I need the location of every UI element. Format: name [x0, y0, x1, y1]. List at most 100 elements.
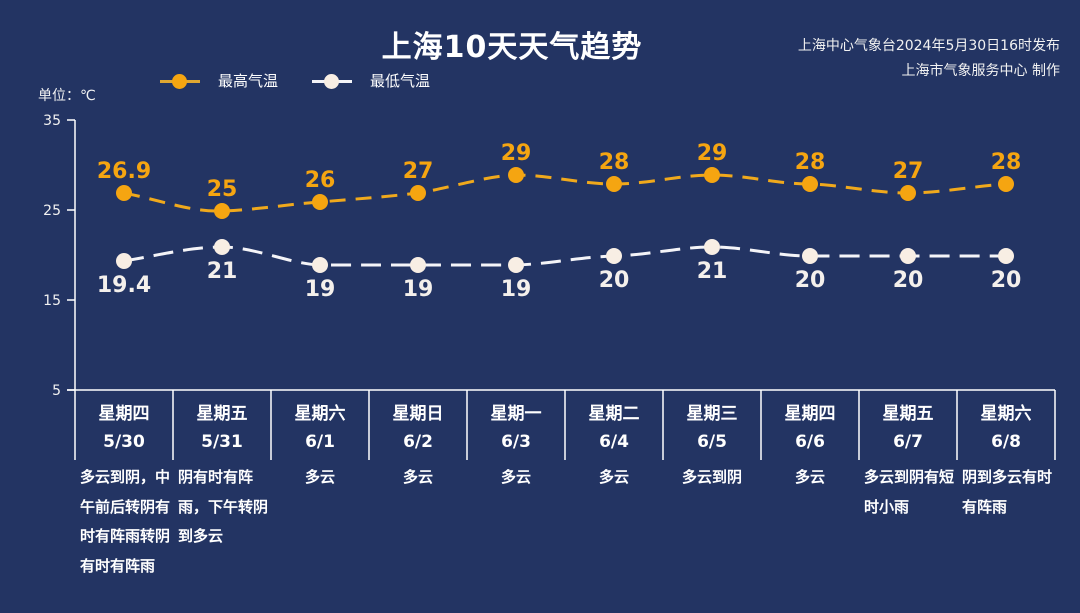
weekday-label: 星期一: [490, 404, 542, 424]
high-marker[interactable]: [410, 185, 426, 201]
high-value-label: 27: [403, 159, 434, 184]
y-tick-labels: 35 25 15 5: [43, 113, 61, 399]
high-marker[interactable]: [900, 185, 916, 201]
legend-item-low[interactable]: 最低气温: [312, 70, 430, 91]
high-value-label: 29: [697, 141, 728, 166]
high-value-label: 27: [893, 159, 924, 184]
day-cell: 星期二 6/4: [565, 392, 663, 460]
date-label: 6/8: [991, 432, 1021, 452]
low-marker[interactable]: [508, 257, 524, 273]
low-value-label: 19.4: [97, 273, 151, 298]
low-value-label: 20: [991, 268, 1022, 293]
low-marker[interactable]: [998, 248, 1014, 264]
day-cell: 星期四 5/30: [75, 392, 173, 460]
low-marker[interactable]: [214, 239, 230, 255]
low-temp-markers: [116, 239, 1014, 273]
weekday-label: 星期日: [392, 404, 444, 424]
chart-title: 上海10天天气趋势: [381, 30, 643, 65]
low-marker[interactable]: [606, 248, 622, 264]
legend-item-high[interactable]: 最高气温: [160, 70, 278, 91]
weather-description: 多云到阴: [681, 468, 742, 486]
legend-label-high: 最高气温: [218, 72, 279, 90]
publisher-credit: 上海中心气象台2024年5月30日16时发布: [797, 38, 1060, 54]
unit-label: 单位：℃: [38, 88, 96, 104]
high-temp-labels: 26.9 25 26 27 29 28 29 28 27 28: [97, 141, 1021, 202]
day-cell: 星期三 6/5: [663, 392, 761, 460]
y-tick-35: 35: [43, 113, 61, 129]
y-axis: [67, 119, 1056, 460]
day-cell: 星期一 6/3: [467, 392, 565, 460]
date-label: 6/3: [501, 432, 531, 452]
low-line-marker-icon: [312, 73, 353, 89]
date-label: 5/31: [201, 432, 243, 452]
weekday-label: 星期三: [686, 404, 738, 424]
weekday-label: 星期五: [882, 404, 934, 424]
date-label: 6/6: [795, 432, 825, 452]
low-marker[interactable]: [410, 257, 426, 273]
date-label: 6/4: [599, 432, 629, 452]
low-value-label: 19: [403, 277, 434, 302]
date-label: 6/2: [403, 432, 433, 452]
y-tick-15: 15: [43, 293, 61, 309]
low-value-label: 20: [795, 268, 826, 293]
weather-description: 多云: [402, 468, 433, 486]
high-temp-line: [123, 173, 1007, 213]
high-marker[interactable]: [998, 176, 1014, 192]
weather-description: 阴到多云有时有阵雨: [962, 468, 1053, 516]
weather-description: 多云: [794, 468, 825, 486]
high-value-label: 26: [305, 168, 336, 193]
day-cell: 星期六 6/1: [271, 392, 369, 460]
weather-description: 多云: [500, 468, 531, 486]
high-marker[interactable]: [704, 167, 720, 183]
low-value-label: 19: [305, 277, 336, 302]
low-temp-labels: 19.4 21 19 19 19 20 21 20 20 20: [97, 259, 1021, 302]
high-marker[interactable]: [312, 194, 328, 210]
y-tick-25: 25: [43, 203, 61, 219]
weather-description: 多云: [304, 468, 335, 486]
high-temp-markers: [116, 167, 1014, 219]
weather-description: 多云: [598, 468, 629, 486]
weekday-label: 星期六: [980, 404, 1032, 424]
day-cell: 星期四 6/6: [761, 392, 859, 460]
day-cell: 星期日 6/2: [369, 392, 467, 460]
weekday-label: 星期四: [98, 404, 150, 424]
high-marker[interactable]: [508, 167, 524, 183]
low-value-label: 21: [207, 259, 238, 284]
low-value-label: 20: [893, 268, 924, 293]
low-marker[interactable]: [802, 248, 818, 264]
legend: 最高气温 最低气温: [160, 70, 460, 91]
high-marker[interactable]: [116, 185, 132, 201]
low-value-label: 20: [599, 268, 630, 293]
low-value-label: 21: [697, 259, 728, 284]
weekday-label: 星期五: [196, 404, 248, 424]
low-value-label: 19: [501, 277, 532, 302]
low-marker[interactable]: [704, 239, 720, 255]
low-marker[interactable]: [312, 257, 328, 273]
day-cell: 星期五 6/7: [859, 392, 957, 460]
day-cell: 星期五 5/31: [173, 392, 271, 460]
low-temp-line: [123, 245, 1006, 267]
high-value-label: 28: [599, 150, 630, 175]
high-marker[interactable]: [606, 176, 622, 192]
high-value-label: 28: [795, 150, 826, 175]
high-value-label: 25: [207, 177, 238, 202]
weekday-label: 星期二: [588, 404, 640, 424]
low-marker[interactable]: [900, 248, 916, 264]
date-label: 6/1: [305, 432, 335, 452]
weather-description: 多云到阴，中午前后转阴有时有阵雨转阴有时有阵雨: [80, 468, 171, 575]
date-label: 6/7: [893, 432, 923, 452]
high-line-marker-icon: [160, 73, 200, 89]
legend-label-low: 最低气温: [370, 72, 431, 90]
high-value-label: 26.9: [97, 159, 151, 184]
date-label: 5/30: [103, 432, 145, 452]
day-cell: 星期六 6/8: [957, 392, 1055, 460]
low-marker[interactable]: [116, 253, 132, 269]
weekday-label: 星期六: [294, 404, 346, 424]
high-marker[interactable]: [802, 176, 818, 192]
producer-credit: 上海市气象服务中心 制作: [901, 63, 1060, 79]
high-value-label: 29: [501, 141, 532, 166]
weather-description: 阴有时有阵雨，下午转阴到多云: [178, 468, 269, 545]
high-value-label: 28: [991, 150, 1022, 175]
high-marker[interactable]: [214, 203, 230, 219]
